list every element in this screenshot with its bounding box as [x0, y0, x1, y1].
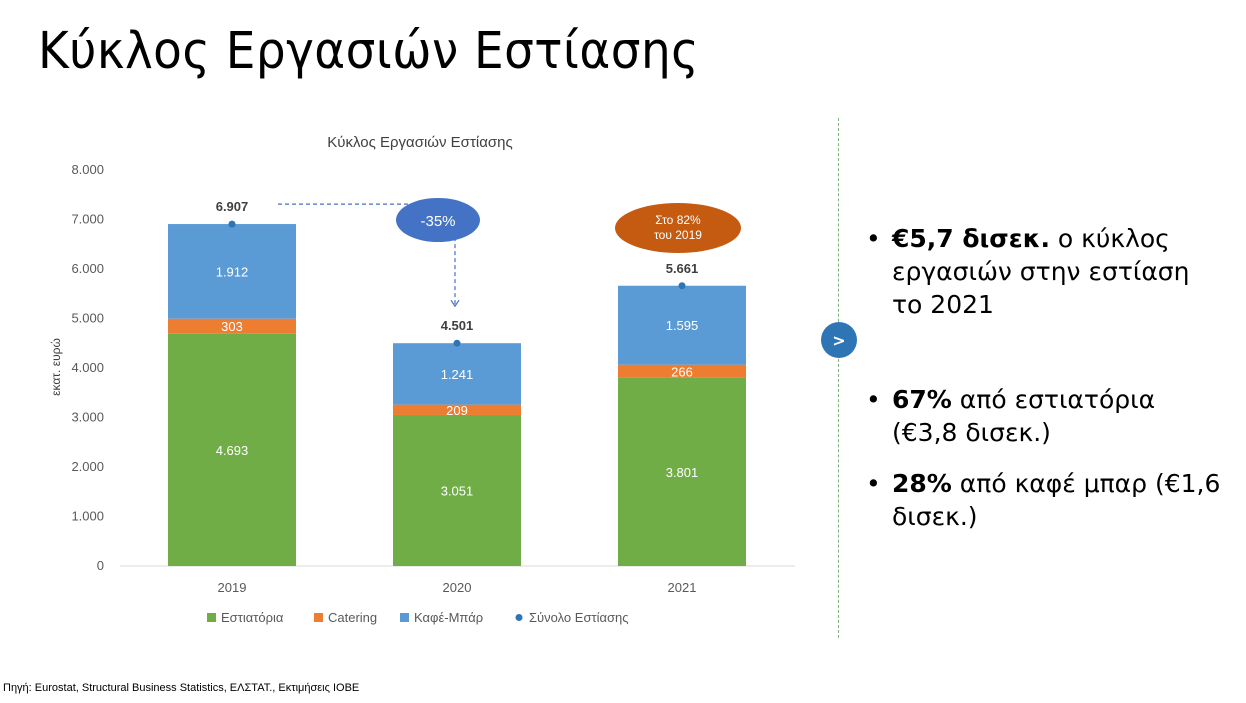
- next-arrow-button[interactable]: >: [821, 322, 857, 358]
- recovery-label: του 2019: [654, 228, 702, 242]
- recovery-bubble: [615, 203, 741, 253]
- decline-label: -35%: [420, 213, 455, 230]
- chart-legend: Εστιατόρια Catering Καφέ-Μπάρ Σύνολο Εστίασ…: [207, 610, 629, 625]
- total-marker: [453, 339, 461, 347]
- data-label: 3.801: [666, 465, 699, 480]
- legend-label: Catering: [328, 610, 377, 625]
- bar-segment: [618, 377, 746, 566]
- legend-label: Εστιατόρια: [221, 610, 284, 625]
- total-label: 6.907: [216, 199, 249, 214]
- key-fact-bold: €5,7 δισεκ.: [892, 224, 1050, 253]
- y-tick-label: 8.000: [71, 162, 104, 177]
- legend-label: Σύνολο Εστίασης: [529, 610, 629, 625]
- bar-segment: [168, 224, 296, 319]
- key-fact-item: €5,7 δισεκ. ο κύκλος εργασιών στην εστία…: [866, 222, 1226, 321]
- key-facts-list: €5,7 δισεκ. ο κύκλος εργασιών στην εστία…: [866, 222, 1226, 533]
- key-fact-bold: 28%: [892, 469, 952, 498]
- total-label: 5.661: [666, 261, 699, 276]
- decline-bubble: [396, 198, 480, 242]
- total-label: 4.501: [441, 318, 474, 333]
- bar-segment: [618, 285, 746, 365]
- key-fact-item: 28% από καφέ μπαρ (€1,6 δισεκ.): [866, 467, 1226, 533]
- annotations-group: -35% Στο 82%του 2019: [278, 198, 741, 308]
- y-tick-label: 1.000: [71, 509, 104, 524]
- y-tick-label: 6.000: [71, 261, 104, 276]
- decline-arrowhead: [450, 299, 460, 308]
- legend-swatch: [515, 614, 523, 621]
- data-label: 209: [446, 403, 468, 418]
- source-note: Πηγή: Eurostat, Structural Business Stat…: [3, 682, 360, 694]
- vertical-divider: [838, 118, 839, 638]
- key-fact-text: από εστιατόρια (€3,8 δισεκ.): [892, 385, 1156, 447]
- key-fact-item: 67% από εστιατόρια (€3,8 δισεκ.): [866, 383, 1226, 449]
- data-label: 1.595: [666, 318, 699, 333]
- y-tick-label: 2.000: [71, 459, 104, 474]
- key-fact-bold: 67%: [892, 385, 952, 414]
- legend-swatch: [400, 613, 409, 622]
- chart-title: Κύκλος Εργασιών Εστίασης: [327, 134, 512, 151]
- y-tick-label: 4.000: [71, 360, 104, 375]
- total-marker: [228, 220, 236, 228]
- key-fact-text: από καφέ μπαρ (€1,6 δισεκ.): [892, 469, 1221, 531]
- key-fact-text: ο κύκλος εργασιών στην εστίαση το 2021: [892, 224, 1190, 319]
- y-tick-label: 5.000: [71, 311, 104, 326]
- data-label: 3.051: [441, 483, 474, 498]
- stacked-bar-chart: Κύκλος Εργασιών Εστίασης εκατ. ευρώ 0 1.0…: [49, 134, 795, 625]
- bar-segment: [168, 318, 296, 334]
- legend-swatch: [207, 613, 216, 622]
- y-axis-ticks: 0 1.000 2.000 3.000 4.000 5.000 6.000 7.000 8.00…: [71, 162, 104, 573]
- bar-segment: [393, 414, 521, 566]
- data-label: 303: [221, 319, 243, 334]
- data-label: 1.912: [216, 264, 249, 279]
- y-axis-label: εκατ. ευρώ: [49, 338, 63, 396]
- y-tick-label: 0: [97, 558, 104, 573]
- page-title: Κύκλος Εργασιών Εστίασης: [38, 22, 700, 81]
- legend-label: Καφέ-Μπάρ: [414, 610, 483, 625]
- legend-swatch: [314, 613, 323, 622]
- x-tick-label: 2021: [668, 580, 697, 595]
- x-tick-label: 2019: [218, 580, 247, 595]
- bar-segment: [618, 364, 746, 378]
- data-label: 4.693: [216, 443, 249, 458]
- bars-group: 4.693 303 1.912 2019 6.907 3.051 209 1.241 2020 4…: [168, 199, 746, 595]
- bar-segment: [393, 343, 521, 405]
- recovery-label: Στο 82%: [655, 213, 701, 227]
- bar-segment: [168, 333, 296, 566]
- total-marker: [678, 282, 686, 290]
- bar-segment: [393, 404, 521, 415]
- y-tick-label: 3.000: [71, 410, 104, 425]
- y-tick-label: 7.000: [71, 212, 104, 227]
- data-label: 1.241: [441, 367, 474, 382]
- x-tick-label: 2020: [443, 580, 472, 595]
- data-label: 266: [671, 364, 693, 379]
